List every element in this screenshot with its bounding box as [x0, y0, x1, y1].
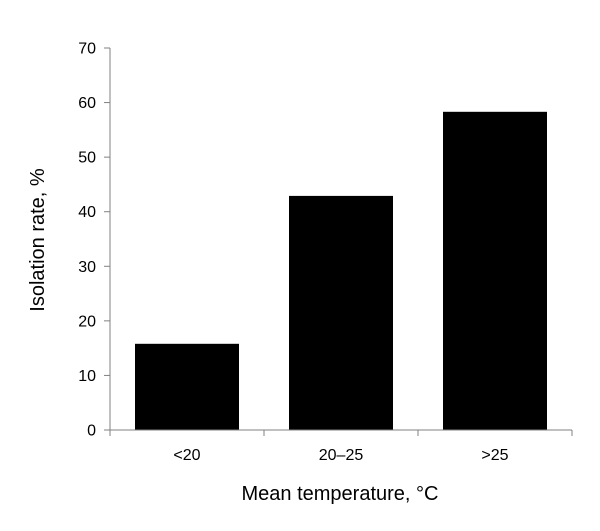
- y-tick-label: 0: [87, 423, 96, 440]
- bar-1: [289, 195, 393, 430]
- x-tick-label: 20–25: [319, 447, 364, 464]
- bar-0: [135, 343, 239, 430]
- y-tick-label: 40: [78, 204, 96, 221]
- bar-2: [443, 111, 547, 431]
- y-tick-label: 30: [78, 259, 96, 276]
- y-tick-label: 60: [78, 95, 96, 112]
- bars-group: [135, 111, 547, 431]
- y-tick-label: 20: [78, 313, 96, 330]
- y-tick-label: 10: [78, 368, 96, 385]
- x-tick-label: >25: [481, 447, 508, 464]
- x-axis: <20 20–25 >25: [109, 429, 573, 464]
- x-axis-title: Mean temperature, °C: [242, 483, 439, 505]
- y-axis-title: Isolation rate, %: [27, 168, 49, 312]
- y-tick-label: 50: [78, 150, 96, 167]
- x-tick-label: <20: [173, 447, 200, 464]
- y-tick-label: 70: [78, 41, 96, 58]
- y-axis: 0 10 20 30 40 50 60 70: [78, 41, 111, 440]
